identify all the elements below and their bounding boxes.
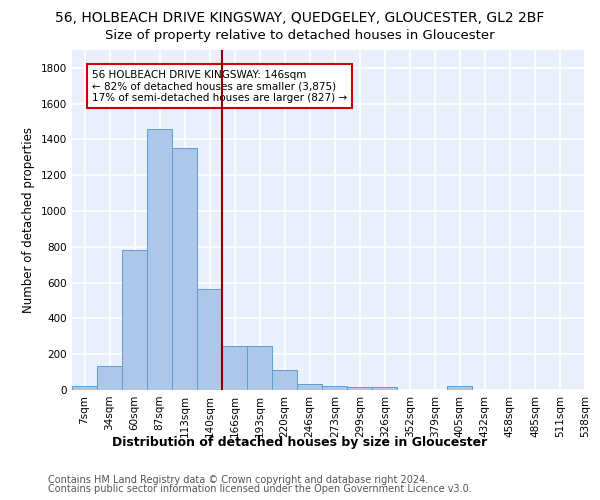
Bar	[372, 387, 397, 390]
Bar	[322, 386, 347, 390]
Text: Contains public sector information licensed under the Open Government Licence v3: Contains public sector information licen…	[48, 484, 472, 494]
Bar	[247, 346, 272, 390]
Text: Distribution of detached houses by size in Gloucester: Distribution of detached houses by size …	[112, 436, 488, 449]
Bar	[72, 386, 97, 390]
Bar	[347, 387, 372, 390]
Text: Contains HM Land Registry data © Crown copyright and database right 2024.: Contains HM Land Registry data © Crown c…	[48, 475, 428, 485]
Bar	[448, 386, 472, 390]
Text: Size of property relative to detached houses in Gloucester: Size of property relative to detached ho…	[105, 29, 495, 42]
Bar	[122, 250, 147, 390]
Bar	[197, 289, 222, 390]
Bar	[172, 148, 197, 390]
Text: 56 HOLBEACH DRIVE KINGSWAY: 146sqm
← 82% of detached houses are smaller (3,875)
: 56 HOLBEACH DRIVE KINGSWAY: 146sqm ← 82%…	[92, 70, 347, 103]
Bar	[272, 370, 297, 390]
Bar	[297, 384, 322, 390]
Bar	[222, 346, 247, 390]
Bar	[147, 128, 172, 390]
Bar	[97, 366, 122, 390]
Text: 56, HOLBEACH DRIVE KINGSWAY, QUEDGELEY, GLOUCESTER, GL2 2BF: 56, HOLBEACH DRIVE KINGSWAY, QUEDGELEY, …	[55, 12, 545, 26]
Y-axis label: Number of detached properties: Number of detached properties	[22, 127, 35, 313]
